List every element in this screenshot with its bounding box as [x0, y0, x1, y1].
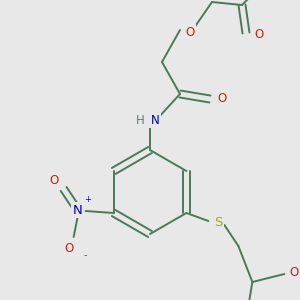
- Text: -: -: [84, 250, 87, 260]
- Text: O: O: [64, 242, 73, 256]
- Text: O: O: [185, 26, 195, 38]
- Text: H: H: [136, 113, 144, 127]
- Text: N: N: [151, 113, 159, 127]
- Text: O: O: [254, 28, 264, 41]
- Text: O: O: [290, 266, 299, 278]
- Text: S: S: [214, 217, 223, 230]
- Text: N: N: [73, 203, 82, 217]
- Text: O: O: [218, 92, 226, 106]
- Text: +: +: [84, 194, 91, 203]
- Text: O: O: [49, 175, 58, 188]
